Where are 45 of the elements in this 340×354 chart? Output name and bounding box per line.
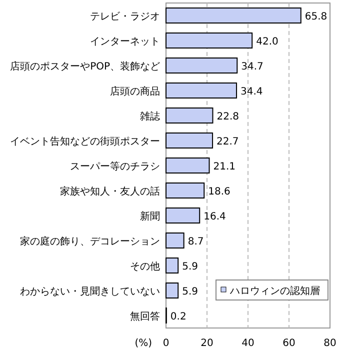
y-tick-label: 店頭の商品 <box>110 86 160 98</box>
bar <box>166 32 253 48</box>
data-label: 22.8 <box>216 112 240 122</box>
x-axis-title: (%) <box>134 338 152 349</box>
y-tick-label: インターネット <box>90 36 160 48</box>
y-tick-label: イベント告知などの街頭ポスター <box>10 136 160 148</box>
y-tick-label: 雑誌 <box>140 110 160 122</box>
y-tick-label: 家族や知人・友人の話 <box>60 186 160 198</box>
bar <box>166 182 205 198</box>
bar <box>166 8 302 24</box>
data-label: 18.6 <box>208 186 230 198</box>
x-tick-label: 60 <box>282 338 296 349</box>
bar <box>166 58 238 74</box>
data-label: 42.0 <box>256 36 278 48</box>
data-label: 34.7 <box>241 62 264 72</box>
data-label: 34.4 <box>240 86 263 98</box>
data-label: 21.1 <box>213 162 236 172</box>
y-tick-label: 家の庭の飾り、デコレーション <box>20 236 160 248</box>
data-label: 16.4 <box>204 212 226 222</box>
data-label: 0.2 <box>170 312 186 322</box>
x-tick-label: 0 <box>162 338 170 349</box>
y-tick-label: その他 <box>130 260 160 272</box>
bar <box>166 258 179 274</box>
y-tick-label: 新聞 <box>140 210 160 222</box>
y-tick-label: 無回答 <box>130 310 160 322</box>
data-label: 5.9 <box>182 286 198 298</box>
data-label: 8.7 <box>188 236 204 248</box>
data-label: 65.8 <box>304 12 328 22</box>
y-tick-label: スーパー等のチラシ <box>70 160 160 172</box>
bar <box>166 208 200 224</box>
bar <box>166 132 214 148</box>
x-tick-label: 20 <box>200 338 214 349</box>
x-tick-label: 40 <box>242 338 254 349</box>
bar <box>166 232 184 248</box>
data-label: 5.9 <box>182 262 198 272</box>
x-tick-label: 80 <box>324 338 336 349</box>
bar <box>166 158 210 174</box>
bar <box>166 282 179 298</box>
y-tick-label: わからない・見聞きしていない <box>20 286 160 298</box>
y-tick-label: テレビ・ラジオ <box>90 12 160 22</box>
data-label: 22.7 <box>216 136 239 148</box>
bar <box>166 82 238 98</box>
y-tick-label: 店頭のポスターやPOP、装飾など <box>10 60 160 72</box>
bar <box>166 108 214 124</box>
legend-label: ハロウィンの認知層 <box>229 285 320 297</box>
